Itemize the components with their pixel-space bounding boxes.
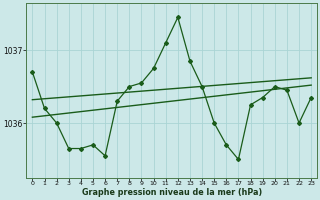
- X-axis label: Graphe pression niveau de la mer (hPa): Graphe pression niveau de la mer (hPa): [82, 188, 262, 197]
